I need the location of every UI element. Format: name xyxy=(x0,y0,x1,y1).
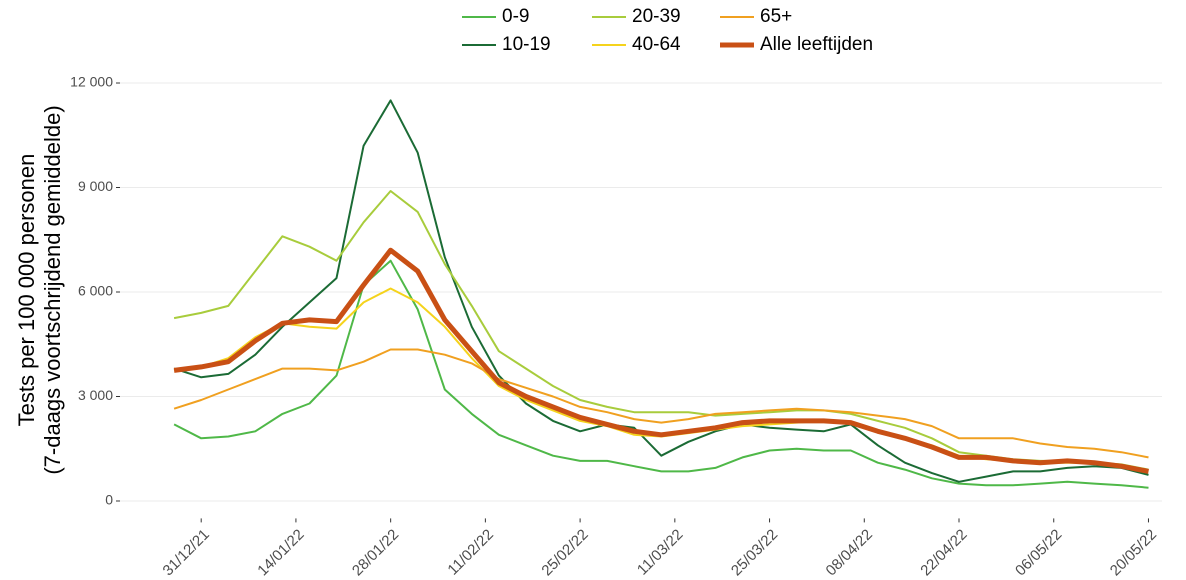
series-line xyxy=(173,190,1149,471)
x-tick-label: 28/01/22 xyxy=(349,526,402,579)
x-tick-label: 20/05/22 xyxy=(1107,526,1160,579)
x-tick-label: 25/02/22 xyxy=(538,526,591,579)
y-axis-title: (7-daags voortschrijdend gemiddelde) xyxy=(40,105,65,474)
y-tick-label: 6 000 xyxy=(78,283,113,299)
series-line xyxy=(173,99,1149,483)
y-axis-title: Tests per 100 000 personen xyxy=(14,154,39,427)
x-tick-label: 08/04/22 xyxy=(823,526,876,579)
x-tick-label: 14/01/22 xyxy=(254,526,307,579)
x-tick-label: 22/04/22 xyxy=(917,526,970,579)
legend-label: 40-64 xyxy=(632,34,681,55)
series-line xyxy=(173,287,1149,473)
legend-label: 20-39 xyxy=(632,6,681,27)
x-tick-label: 11/03/22 xyxy=(634,526,687,579)
legend-label: Alle leeftijden xyxy=(760,34,873,55)
legend-label: 0-9 xyxy=(502,6,529,27)
y-tick-label: 12 000 xyxy=(70,74,113,90)
series-line xyxy=(173,247,1149,474)
x-tick-label: 06/05/22 xyxy=(1012,526,1065,579)
series-line xyxy=(173,259,1149,489)
series-line xyxy=(173,348,1149,459)
x-tick-label: 25/03/22 xyxy=(728,526,781,579)
x-tick-label: 31/12/21 xyxy=(160,526,213,579)
x-tick-label: 11/02/22 xyxy=(444,526,497,579)
y-tick-label: 3 000 xyxy=(78,387,113,403)
legend-label: 10-19 xyxy=(502,34,551,55)
y-tick-label: 9 000 xyxy=(78,178,113,194)
legend-label: 65+ xyxy=(760,6,792,27)
y-tick-label: 0 xyxy=(105,492,113,508)
